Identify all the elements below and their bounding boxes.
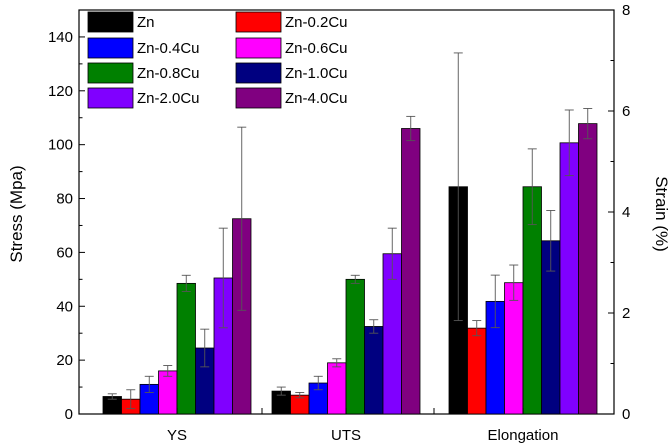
y-axis-title: Stress (Mpa) <box>7 165 26 262</box>
y-tick-label: 120 <box>48 83 73 100</box>
bar-zn-0-8cu-ys <box>176 282 196 415</box>
y-tick-label: 0 <box>65 406 73 423</box>
y-tick-label: 60 <box>56 244 73 261</box>
legend-swatch-zn-4-0cu <box>235 87 282 109</box>
legend-swatch-zn-1-0cu <box>235 62 282 84</box>
legend-swatch-zn <box>87 11 134 33</box>
bar-zn-0-6cu-uts <box>327 362 347 415</box>
y-tick-label: 80 <box>56 191 73 208</box>
bar-zn-1-0cu-uts <box>364 326 384 415</box>
bar-zn-4-0cu-elongation <box>578 123 598 415</box>
bar-zn-2-0cu-elongation <box>559 142 579 415</box>
legend-swatch-zn-0-8cu <box>87 62 134 84</box>
legend-swatch-zn-0-2cu <box>235 11 282 33</box>
y2-tick-label: 6 <box>622 103 630 120</box>
x-tick-label-elongation: Elongation <box>488 427 559 444</box>
legend-label-zn-4-0cu: Zn-4.0Cu <box>285 90 348 107</box>
bar-zn-0-2cu-elongation <box>467 327 487 415</box>
legend-label-zn: Zn <box>137 14 155 31</box>
legend-swatch-zn-2-0cu <box>87 87 134 109</box>
y2-tick-label: 8 <box>622 2 630 19</box>
y-tick-label: 20 <box>56 352 73 369</box>
legend: Zn Zn-0.2Cu Zn-0.4Cu Zn-0.6Cu Zn-0.8Cu Zn-1.0… <box>87 11 348 109</box>
y-tick-label: 140 <box>48 29 73 46</box>
bar-zn-0-6cu-ys <box>158 370 178 415</box>
legend-label-zn-2-0cu: Zn-2.0Cu <box>137 90 200 107</box>
y2-tick-label: 2 <box>622 305 630 322</box>
legend-label-zn-0-6cu: Zn-0.6Cu <box>285 40 348 57</box>
plot-area: 0 20 40 60 80 100 120 140 0 2 4 6 8 YS UTS Elongation Zn… <box>48 2 630 444</box>
x-tick-label-uts: UTS <box>331 427 361 444</box>
legend-swatch-zn-0-4cu <box>87 37 134 59</box>
legend-label-zn-1-0cu: Zn-1.0Cu <box>285 65 348 82</box>
y2-tick-label: 0 <box>622 406 630 423</box>
y2-axis-title: Strain (%) <box>652 176 670 252</box>
x-tick-label-ys: YS <box>167 427 187 444</box>
bar-zn-4-0cu-uts <box>401 128 421 415</box>
bar-zn-0-6cu-elongation <box>504 282 524 415</box>
legend-label-zn-0-2cu: Zn-0.2Cu <box>285 14 348 31</box>
legend-label-zn-0-8cu: Zn-0.8Cu <box>137 65 200 82</box>
y-tick-label: 40 <box>56 298 73 315</box>
legend-swatch-zn-0-6cu <box>235 37 282 59</box>
y2-tick-label: 4 <box>622 204 630 221</box>
bar-zn-0-8cu-uts <box>345 278 365 415</box>
y-tick-label: 100 <box>48 137 73 154</box>
legend-label-zn-0-4cu: Zn-0.4Cu <box>137 40 200 57</box>
